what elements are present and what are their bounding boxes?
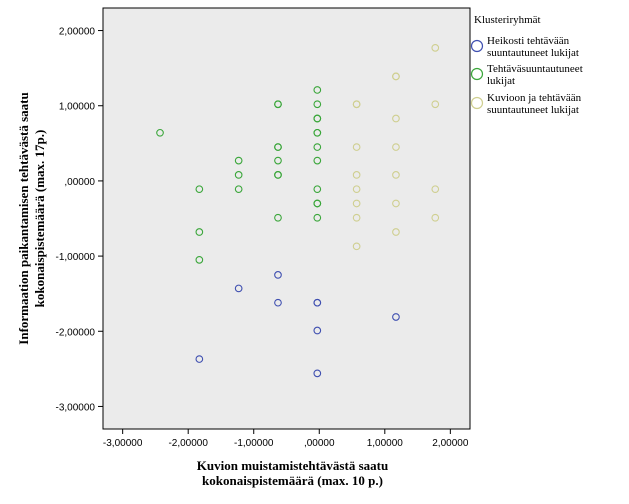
scatter-point-series-2 <box>431 185 440 194</box>
scatter-point-series-2 <box>352 100 361 109</box>
x-tick-label: -3,00000 <box>103 438 143 449</box>
scatter-point-series-2 <box>431 100 440 109</box>
scatter-point-series-1 <box>234 185 243 194</box>
y-tick-label: 2,00000 <box>59 27 96 38</box>
legend-marker <box>470 67 484 81</box>
scatter-point-series-2 <box>431 43 440 52</box>
scatter-point-series-2 <box>352 143 361 151</box>
scatter-point-series-1 <box>313 199 322 208</box>
scatter-point-series-1 <box>195 228 204 236</box>
legend-label: suuntautuneet lukijat <box>487 47 579 59</box>
legend-marker <box>470 96 484 110</box>
legend-label: Heikosti tehtävään <box>487 35 570 47</box>
scatter-point-series-1 <box>195 255 204 264</box>
x-tick-label: -2,00000 <box>168 438 208 449</box>
scatter-point-series-0 <box>313 369 322 378</box>
scatter-point-series-1 <box>195 185 204 194</box>
scatter-point-series-1 <box>156 128 164 137</box>
scatter-point-series-2 <box>392 114 400 123</box>
y-tick-label: -3,00000 <box>56 402 96 413</box>
scatter-point-series-2 <box>352 171 361 179</box>
scatter-point-series-1 <box>274 143 282 151</box>
legend-title: Klusteriryhmät <box>474 14 541 26</box>
scatter-point-series-2 <box>392 72 400 81</box>
y-axis-title: kokonaispistemäärä (max. 17p.) <box>32 130 47 308</box>
scatter-point-series-1 <box>274 100 282 109</box>
x-axis-title: Kuvion muistamistehtävästä saatu <box>197 458 388 473</box>
scatter-point-series-1 <box>313 143 322 151</box>
scatter-point-series-1 <box>274 156 282 165</box>
x-tick-label: -1,00000 <box>234 438 274 449</box>
scatter-point-series-2 <box>392 143 400 151</box>
y-axis-title: Informaation paikantamisen tehtävästä sa… <box>16 92 31 344</box>
scatter-point-series-2 <box>352 199 361 208</box>
scatter-point-series-1 <box>234 156 243 165</box>
y-tick-label: ,00000 <box>64 177 95 188</box>
y-tick-label: -1,00000 <box>56 252 96 263</box>
legend-marker <box>470 39 484 53</box>
scatter-point-series-1 <box>313 100 322 109</box>
scatter-point-series-1 <box>313 185 322 194</box>
scatter-point-series-1 <box>234 171 243 179</box>
x-tick-label: ,00000 <box>304 438 335 449</box>
plot-area <box>102 7 471 430</box>
scatter-point-series-0 <box>274 271 282 279</box>
x-tick-label: 1,00000 <box>367 438 404 449</box>
scatter-point-series-0 <box>313 326 322 335</box>
scatter-point-series-2 <box>392 171 400 179</box>
legend-label: suuntautuneet lukijat <box>487 104 579 116</box>
x-axis-title: kokonaispistemäärä (max. 10 p.) <box>202 473 383 488</box>
legend-label: lukijat <box>487 75 515 87</box>
scatter-point-series-1 <box>274 171 282 179</box>
scatter-point-series-0 <box>313 298 322 307</box>
scatter-point-series-0 <box>274 298 282 307</box>
scatter-point-series-1 <box>313 128 322 137</box>
scatter-point-series-0 <box>234 284 243 293</box>
scatter-point-series-2 <box>352 185 361 194</box>
scatter-point-series-0 <box>195 355 204 363</box>
legend-label: Tehtäväsuuntautuneet <box>487 63 583 75</box>
scatter-point-series-1 <box>313 156 322 165</box>
scatter-point-series-1 <box>274 213 282 222</box>
scatter-point-series-1 <box>313 213 322 222</box>
y-tick-label: -2,00000 <box>56 327 96 338</box>
scatter-point-series-2 <box>431 213 440 222</box>
scatter-point-series-2 <box>392 228 400 236</box>
scatter-point-series-2 <box>352 213 361 222</box>
scatter-point-series-2 <box>392 199 400 208</box>
y-tick-label: 1,00000 <box>59 102 96 113</box>
scatter-point-series-1 <box>313 86 322 94</box>
legend-label: Kuvioon ja tehtävään <box>487 92 582 104</box>
x-tick-label: 2,00000 <box>432 438 469 449</box>
scatter-point-series-2 <box>352 242 361 251</box>
scatter-point-series-1 <box>313 114 322 123</box>
scatter-point-series-0 <box>392 313 400 321</box>
